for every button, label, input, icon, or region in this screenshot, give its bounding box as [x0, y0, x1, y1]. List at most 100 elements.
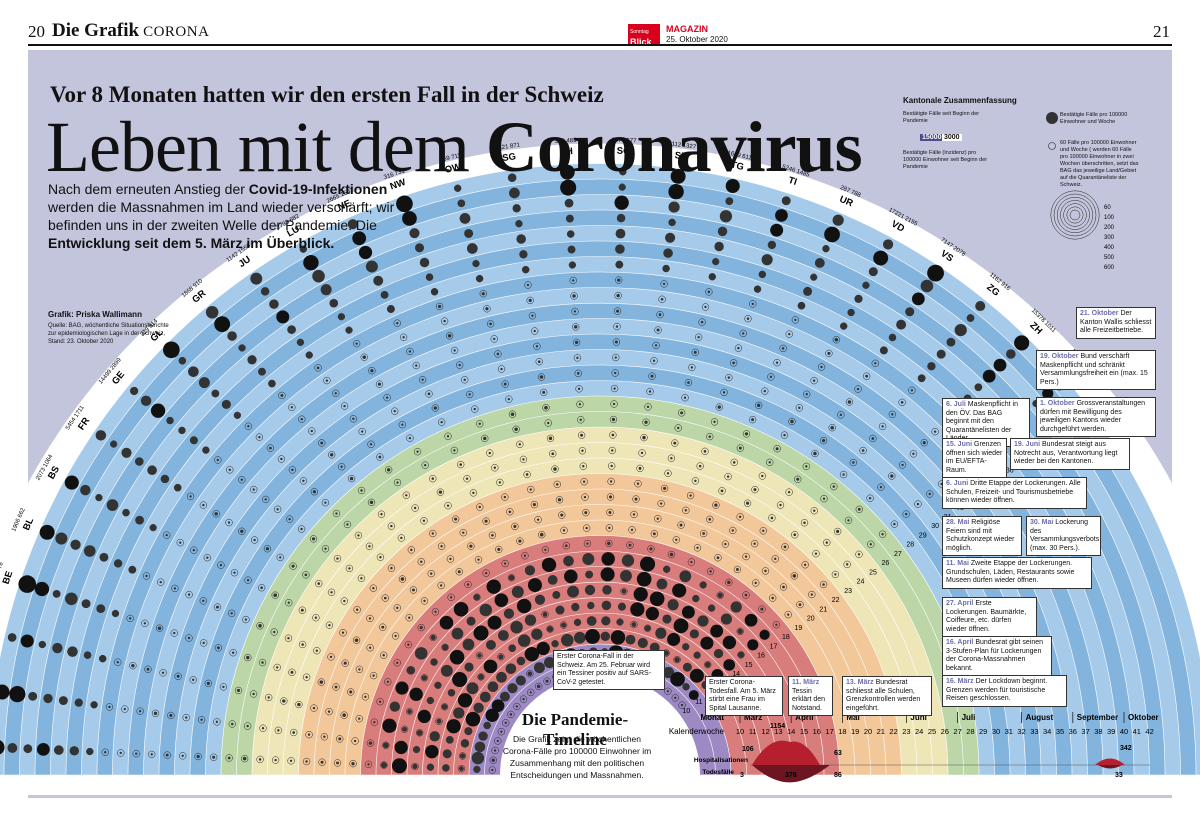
threshold-dot: [289, 562, 297, 570]
case-dot: [847, 400, 852, 404]
canton-values: 1689 611: [727, 150, 753, 161]
case-dot: [373, 275, 384, 286]
case-dot: [469, 544, 473, 548]
case-dot: [673, 441, 677, 445]
threshold-dot: [577, 416, 585, 424]
case-dot: [667, 632, 681, 646]
threshold-dot: [657, 499, 665, 508]
page-title: Leben mit dem Coronavirus: [46, 110, 863, 184]
case-dot: [112, 610, 119, 617]
case-dot: [315, 649, 319, 652]
intro-b2: Entwicklung seit dem 5. März im Überblic…: [48, 235, 335, 251]
case-dot: [52, 589, 61, 598]
threshold-dot: [516, 440, 524, 448]
legend-scale-value: 500: [1104, 255, 1115, 261]
threshold-dot: [352, 340, 361, 348]
case-dot: [698, 464, 702, 468]
case-dot: [473, 594, 480, 601]
case-dot: [783, 433, 786, 437]
threshold-dot: [540, 388, 548, 397]
case-dot: [601, 600, 612, 611]
threshold-dot: [437, 542, 446, 550]
case-dot: [619, 167, 627, 176]
threshold-dot: [491, 464, 499, 472]
threshold-dot: [784, 610, 792, 619]
case-dot: [901, 463, 904, 467]
threshold-dot: [497, 653, 505, 661]
case-dot: [662, 264, 670, 273]
event-text: Bund verschärft Maskenpflicht und schrän…: [1040, 353, 1148, 386]
month-name: Mai: [846, 713, 859, 722]
threshold-dot: [225, 518, 233, 527]
threshold-dot: [305, 730, 313, 739]
case-dot: [430, 658, 438, 666]
case-dot: [445, 736, 454, 744]
threshold-dot: [360, 353, 368, 361]
case-dot: [355, 608, 359, 611]
case-dot: [663, 248, 673, 258]
threshold-dot: [129, 662, 137, 670]
threshold-dot: [340, 711, 348, 719]
case-dot: [638, 466, 642, 470]
case-dot: [215, 720, 219, 724]
case-dot: [690, 560, 693, 564]
case-dot: [130, 386, 139, 396]
threshold-dot: [345, 564, 354, 573]
threshold-dot: [258, 658, 267, 667]
threshold-dot: [785, 330, 793, 338]
threshold-dot: [535, 358, 543, 366]
case-dot: [247, 425, 250, 428]
threshold-dot: [285, 515, 294, 523]
threshold-dot: [613, 322, 621, 331]
case-dot: [563, 555, 574, 567]
case-dot: [783, 545, 787, 549]
threshold-dot: [800, 519, 809, 527]
case-dot: [547, 575, 558, 585]
case-dot: [824, 226, 840, 243]
case-dot: [507, 683, 518, 694]
threshold-dot: [417, 558, 425, 566]
case-dot: [288, 517, 291, 521]
threshold-dot: [136, 707, 144, 715]
threshold-dot: [391, 632, 400, 640]
case-dot: [413, 506, 417, 510]
case-dot: [769, 375, 773, 379]
case-dot: [775, 361, 779, 364]
case-dot: [912, 452, 915, 456]
case-dot: [464, 228, 474, 238]
case-dot: [670, 456, 673, 460]
threshold-dot: [467, 542, 475, 550]
threshold-dot: [323, 376, 331, 385]
case-dot: [513, 524, 517, 528]
event-box: 30. Mai Lockerung des Versammlungsverbot…: [1026, 516, 1101, 556]
threshold-dot: [546, 434, 555, 443]
case-dot: [485, 307, 489, 311]
case-dot: [327, 710, 331, 713]
case-dot: [584, 511, 588, 515]
case-dot: [454, 184, 462, 192]
case-dot: [617, 602, 627, 611]
case-dot: [473, 407, 476, 411]
case-dot: [677, 426, 680, 430]
threshold-dot: [101, 748, 109, 756]
case-dot: [896, 319, 907, 330]
case-dot: [500, 367, 503, 371]
case-dot: [382, 718, 397, 733]
case-dot: [430, 634, 436, 641]
case-dot: [414, 647, 428, 660]
event-box: 28. Mai Religiöse Feiern sind mit Schutz…: [942, 516, 1022, 556]
case-dot: [825, 541, 829, 544]
threshold-dot: [888, 472, 896, 480]
case-dot: [674, 656, 680, 663]
case-dot: [611, 417, 616, 422]
case-dot: [446, 719, 461, 734]
threshold-dot: [411, 762, 419, 771]
threshold-dot: [464, 580, 472, 589]
case-dot: [394, 740, 408, 755]
threshold-dot: [361, 693, 370, 701]
case-dot: [447, 689, 456, 697]
case-dot: [615, 244, 625, 254]
case-dot: [927, 264, 944, 282]
case-dot: [633, 587, 648, 602]
